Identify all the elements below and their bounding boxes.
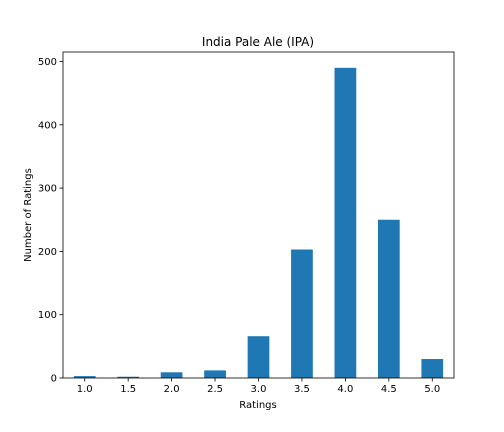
y-tick-label: 200 [38,247,57,258]
x-tick-label: 3.0 [251,384,267,395]
plot-area: 1.0 1.5 2.0 2.5 3.0 3.5 4.0 4.5 5.0 0 100 200 300 40… [38,51,455,395]
x-tick-label: 4.5 [381,384,397,395]
bar-2.5 [204,370,226,378]
y-tick-label: 300 [38,184,57,195]
x-tick-label: 1.5 [120,384,136,395]
bar-4.5 [377,219,400,378]
bar-1.0 [73,376,96,378]
bars [73,67,444,378]
x-axis-label: Ratings [239,400,276,411]
x-tick-label: 1.0 [77,384,93,395]
x-axis-ticks: 1.0 1.5 2.0 2.5 3.0 3.5 4.0 4.5 5.0 [77,378,440,395]
y-tick-label: 500 [38,57,57,68]
chart-title: India Pale Ale (IPA) [202,35,314,49]
bar-1.5 [117,376,140,378]
bar-5.0 [421,359,444,378]
x-tick-label: 4.0 [337,384,353,395]
bar-2.0 [160,372,183,378]
bar-4.0 [334,67,357,378]
bar-3.0 [247,336,270,378]
y-axis-label: Number of Ratings [23,168,34,262]
y-tick-label: 400 [38,120,57,131]
x-tick-label: 5.0 [424,384,440,395]
x-tick-label: 3.5 [294,384,310,395]
x-tick-label: 2.5 [207,384,223,395]
y-tick-label: 0 [51,374,57,385]
y-tick-label: 100 [38,310,57,321]
x-tick-label: 2.0 [164,384,180,395]
bar-3.5 [291,249,313,378]
y-axis-ticks: 0 100 200 300 400 500 [38,57,63,385]
